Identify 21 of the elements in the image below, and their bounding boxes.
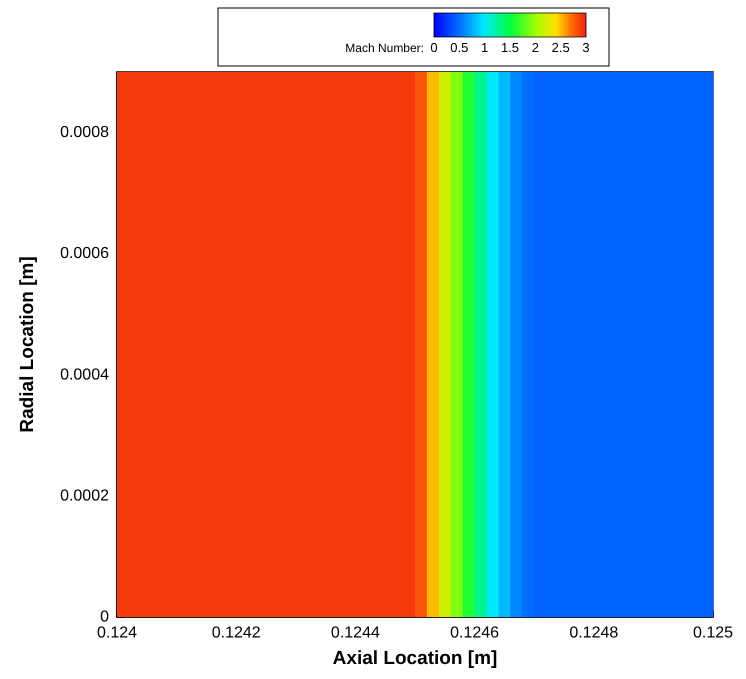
color-bar-label: 0 [430,40,438,55]
y-tick-label: 0.0008 [60,124,110,142]
color-bar-label: 2 [532,40,539,55]
color-bar-label: 0.5 [450,40,468,55]
y-tick-label: 0.0002 [60,487,110,504]
x-tick-label: 0.1242 [212,624,261,642]
y-axis-title: Radial Location [m] [17,256,38,433]
color-bar-label: 1 [481,40,488,55]
x-tick-label: 0.1244 [330,624,380,642]
x-tick-label: 0.124 [96,624,138,642]
x-tick-label: 0.125 [692,624,734,642]
x-axis-title: Axial Location [m] [332,648,498,669]
x-tick-label: 0.1246 [450,624,500,642]
color-bar-label: 3 [582,40,590,55]
x-tick-label: 0.1248 [569,624,618,642]
y-tick-label: 0 [100,608,110,626]
y-tick-label: 0.0004 [60,366,110,384]
color-bar-label: 1.5 [500,40,520,55]
color-bar-label: 2.5 [552,40,570,55]
color-bar-title: Mach Number: [345,41,424,55]
y-tick-label: 0.0006 [60,245,110,262]
